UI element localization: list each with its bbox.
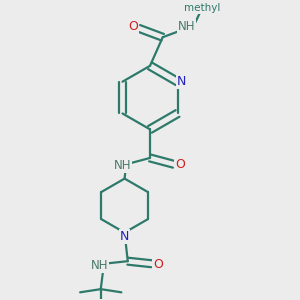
Text: N: N <box>177 75 186 88</box>
Text: O: O <box>175 158 185 171</box>
Text: methyl: methyl <box>184 3 220 13</box>
Text: NH: NH <box>178 20 195 33</box>
Text: NH: NH <box>114 159 131 172</box>
Text: NH: NH <box>91 259 108 272</box>
Text: O: O <box>128 20 138 33</box>
Text: O: O <box>153 258 163 271</box>
Text: N: N <box>120 230 129 243</box>
